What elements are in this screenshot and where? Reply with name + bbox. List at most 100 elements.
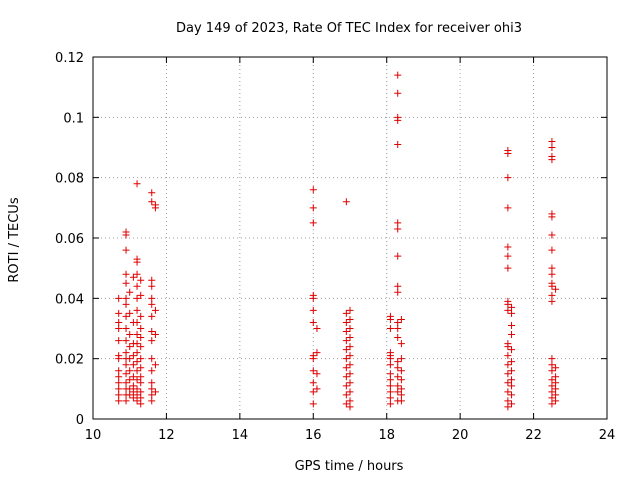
data-point bbox=[137, 388, 145, 396]
data-point bbox=[548, 361, 556, 369]
data-point bbox=[115, 397, 123, 405]
data-point bbox=[508, 382, 516, 390]
data-point bbox=[504, 397, 512, 405]
y-tick-label: 0.02 bbox=[55, 353, 84, 368]
data-point bbox=[342, 391, 350, 399]
data-point bbox=[148, 328, 156, 336]
data-point bbox=[122, 270, 130, 278]
data-point bbox=[129, 361, 137, 369]
data-point bbox=[394, 252, 402, 260]
data-point bbox=[313, 370, 321, 378]
data-point bbox=[346, 403, 354, 411]
data-point bbox=[129, 352, 137, 360]
data-point bbox=[346, 343, 354, 351]
data-point bbox=[148, 282, 156, 290]
x-axis-ticks: 10 12 14 16 18 20 22 24 bbox=[85, 57, 615, 443]
data-point bbox=[137, 312, 145, 320]
data-point bbox=[346, 325, 354, 332]
data-point bbox=[548, 137, 556, 145]
data-point bbox=[133, 270, 141, 278]
y-axis-label: ROTI / TECUs bbox=[7, 197, 22, 282]
data-point bbox=[394, 373, 402, 381]
data-point bbox=[386, 382, 394, 390]
data-point bbox=[309, 204, 317, 212]
data-point bbox=[309, 294, 317, 302]
data-point bbox=[129, 373, 137, 381]
data-point bbox=[126, 343, 134, 351]
data-point bbox=[552, 285, 560, 293]
data-point bbox=[342, 346, 350, 354]
data-point bbox=[151, 306, 159, 314]
data-point bbox=[394, 364, 402, 372]
y-axis-ticks: 0 0.02 0.04 0.06 0.08 0.1 0.12 bbox=[55, 51, 607, 428]
data-point bbox=[133, 258, 141, 266]
data-point bbox=[504, 343, 512, 351]
data-point bbox=[397, 385, 405, 393]
data-point bbox=[148, 385, 156, 393]
data-point bbox=[122, 325, 130, 332]
data-point bbox=[122, 370, 130, 378]
data-point bbox=[137, 291, 145, 299]
data-point bbox=[346, 361, 354, 369]
data-point bbox=[552, 397, 560, 405]
data-point bbox=[504, 204, 512, 212]
data-points bbox=[115, 71, 560, 411]
data-point bbox=[151, 331, 159, 339]
data-point bbox=[548, 246, 556, 254]
y-tick-label: 0.08 bbox=[55, 172, 84, 187]
data-point bbox=[151, 388, 159, 396]
data-point bbox=[122, 312, 130, 320]
data-point bbox=[346, 388, 354, 396]
data-point bbox=[126, 309, 134, 317]
data-point bbox=[504, 264, 512, 272]
data-point bbox=[137, 364, 145, 372]
x-tick-label: 22 bbox=[525, 428, 542, 443]
x-tick-label: 12 bbox=[158, 428, 175, 443]
data-point bbox=[504, 361, 512, 369]
data-point bbox=[137, 379, 145, 387]
data-point bbox=[309, 219, 317, 227]
data-point bbox=[148, 300, 156, 308]
y-tick-label: 0 bbox=[76, 413, 84, 428]
data-point bbox=[394, 325, 402, 332]
x-tick-label: 16 bbox=[305, 428, 322, 443]
data-point bbox=[386, 325, 394, 332]
data-point bbox=[394, 282, 402, 290]
data-point bbox=[548, 376, 556, 384]
data-point bbox=[508, 321, 516, 329]
data-point bbox=[137, 276, 145, 284]
data-point bbox=[133, 376, 141, 384]
data-point bbox=[394, 358, 402, 366]
data-point bbox=[552, 373, 560, 381]
data-point bbox=[148, 397, 156, 405]
data-point bbox=[309, 355, 317, 363]
data-point bbox=[133, 294, 141, 302]
data-point bbox=[394, 219, 402, 227]
data-point bbox=[129, 394, 137, 402]
data-point bbox=[548, 382, 556, 390]
data-point bbox=[548, 156, 556, 164]
data-point bbox=[148, 379, 156, 387]
data-point bbox=[115, 309, 123, 317]
x-axis-label: GPS time / hours bbox=[295, 459, 404, 474]
data-point bbox=[309, 367, 317, 375]
data-point bbox=[346, 370, 354, 378]
data-point bbox=[133, 367, 141, 375]
data-point bbox=[137, 400, 145, 408]
data-point bbox=[137, 343, 145, 351]
data-point bbox=[397, 391, 405, 399]
data-point bbox=[133, 385, 141, 393]
data-point bbox=[394, 89, 402, 97]
data-point bbox=[342, 318, 350, 326]
data-point bbox=[394, 225, 402, 233]
data-point bbox=[397, 355, 405, 363]
data-point bbox=[548, 394, 556, 402]
data-point bbox=[548, 282, 556, 290]
data-point bbox=[386, 376, 394, 384]
data-point bbox=[309, 306, 317, 314]
data-point bbox=[504, 300, 512, 308]
data-point bbox=[126, 367, 134, 375]
data-point bbox=[342, 309, 350, 317]
data-point bbox=[309, 400, 317, 408]
